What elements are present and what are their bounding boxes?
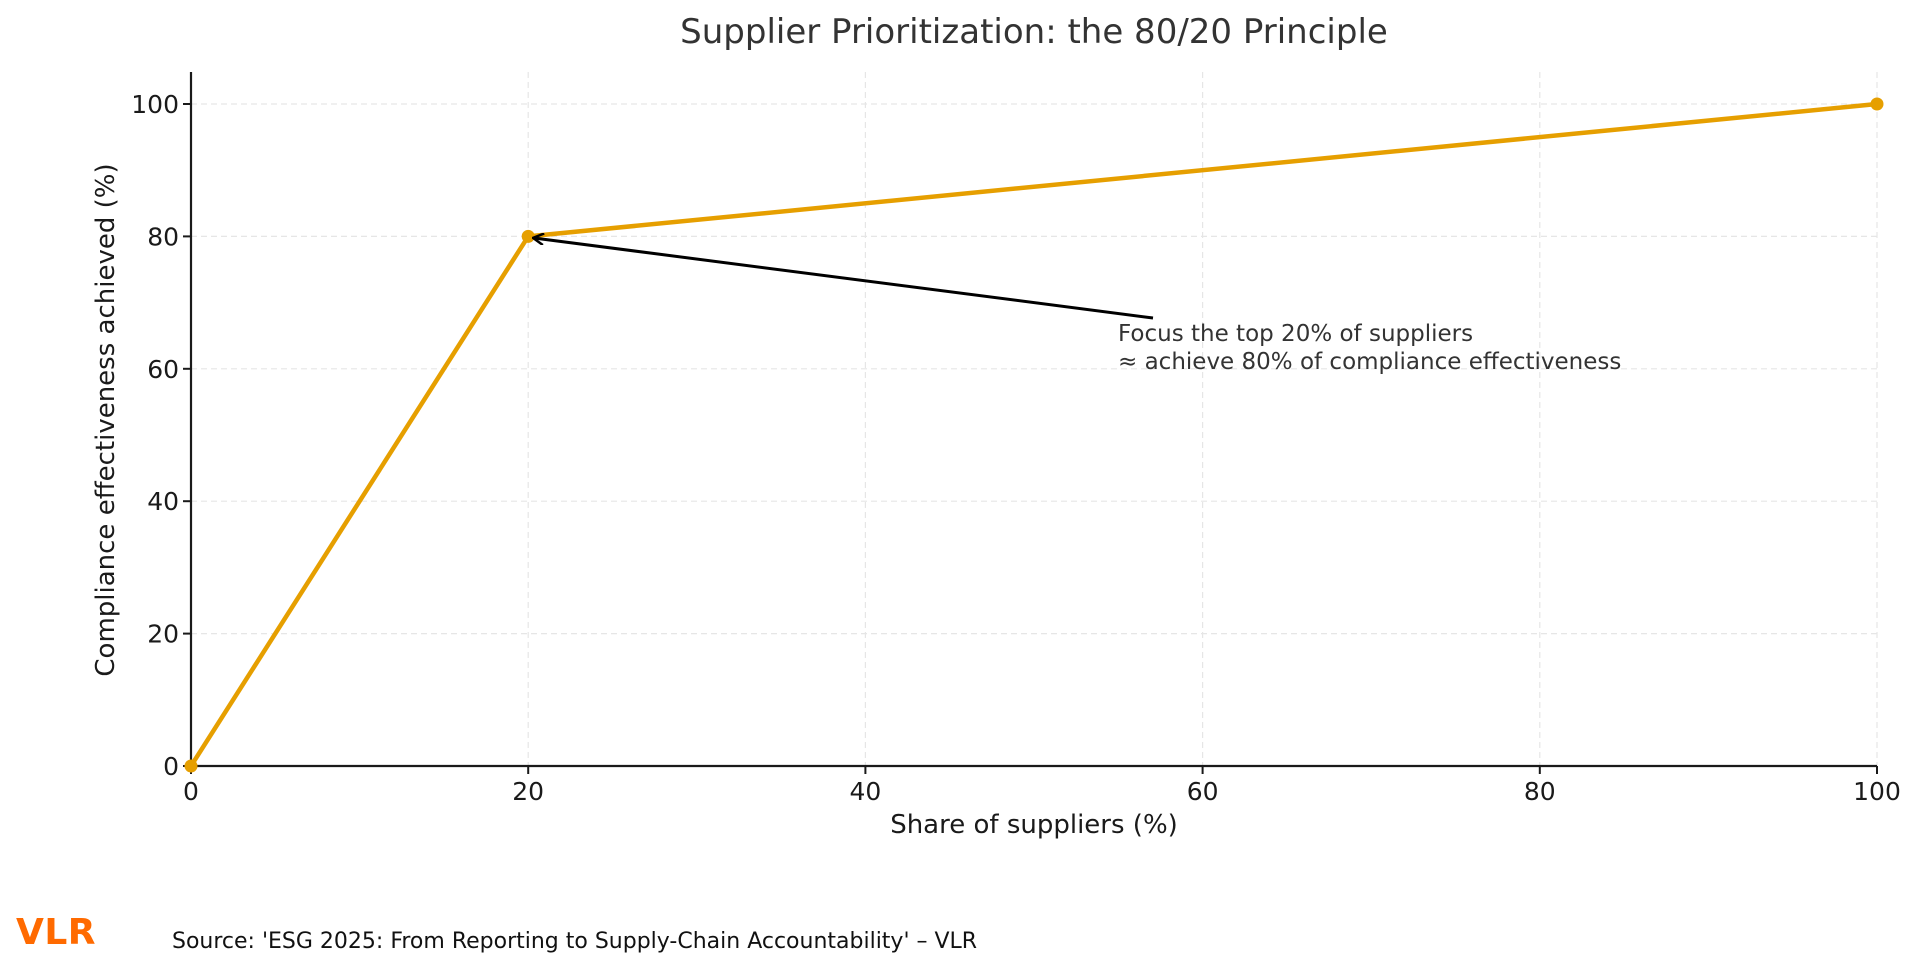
data-point-marker xyxy=(521,229,535,243)
y-tick-label: 60 xyxy=(147,355,179,384)
y-tick-label: 20 xyxy=(147,620,179,649)
y-tick-label: 40 xyxy=(147,487,179,516)
x-tick-label: 0 xyxy=(183,777,199,806)
tick-labels: 0 20 40 60 80 100 0 20 40 60 80 100 xyxy=(131,90,1901,806)
x-axis-label: Share of suppliers (%) xyxy=(890,810,1178,840)
annotation-line-1: Focus the top 20% of suppliers xyxy=(1118,321,1473,347)
source-caption: Source: 'ESG 2025: From Reporting to Sup… xyxy=(172,929,978,954)
x-tick-label: 80 xyxy=(1524,777,1556,806)
data-point-marker xyxy=(184,759,198,773)
brand-logo: VLR xyxy=(16,912,97,953)
axes xyxy=(183,72,1878,774)
annotation-arrow-icon xyxy=(534,238,1154,320)
data-point-marker xyxy=(1870,97,1884,111)
data-series xyxy=(184,97,1884,773)
y-tick-label: 80 xyxy=(147,222,179,251)
x-tick-label: 20 xyxy=(512,777,544,806)
y-axis-label: Compliance effectiveness achieved (%) xyxy=(91,163,121,676)
x-tick-label: 60 xyxy=(1187,777,1219,806)
annotation-line-2: ≈ achieve 80% of compliance effectivenes… xyxy=(1118,349,1621,375)
series-line xyxy=(189,101,1878,768)
grid-lines xyxy=(191,72,1879,766)
x-tick-label: 40 xyxy=(849,777,881,806)
chart-title: Supplier Prioritization: the 80/20 Princ… xyxy=(680,12,1388,52)
annotation: Focus the top 20% of suppliers ≈ achieve… xyxy=(534,238,1621,375)
x-tick-label: 100 xyxy=(1853,777,1901,806)
y-tick-label: 0 xyxy=(163,752,179,781)
y-tick-label: 100 xyxy=(131,90,179,119)
